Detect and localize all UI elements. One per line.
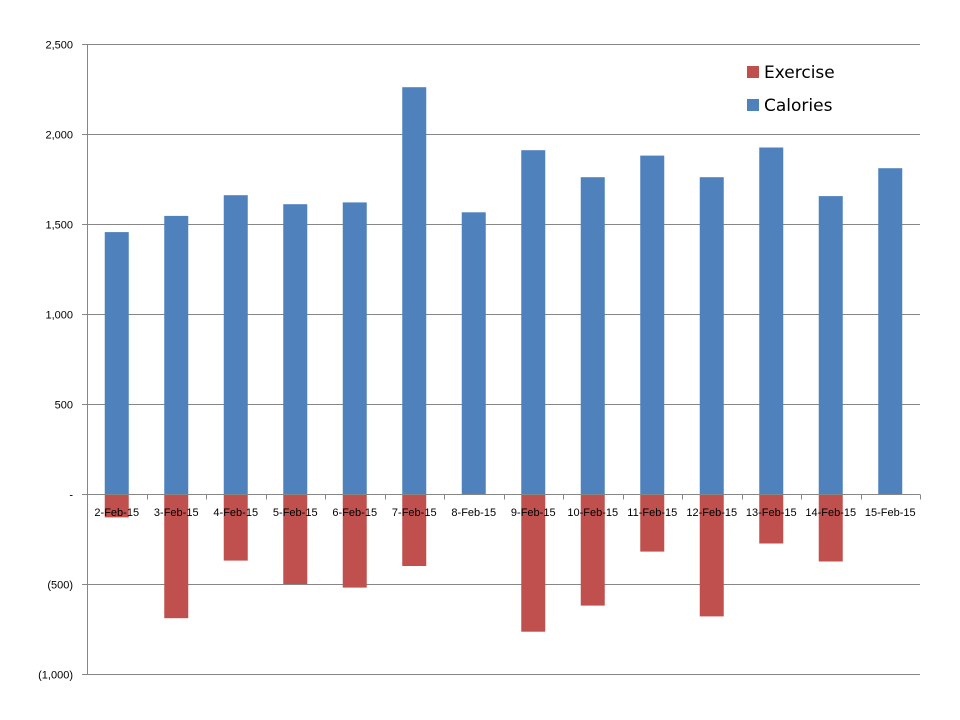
bar-exercise — [283, 494, 308, 584]
x-tick-label: 3-Feb-15 — [154, 507, 199, 519]
bar-calories — [699, 177, 724, 494]
bar-exercise — [580, 494, 605, 606]
bars — [104, 87, 903, 632]
legend-swatch-calories — [747, 99, 759, 111]
x-tick-label: 13-Feb-15 — [746, 507, 797, 519]
bar-calories — [164, 215, 189, 494]
bar-exercise — [223, 494, 248, 561]
bar-calories — [283, 204, 308, 494]
y-axis-tick-labels: 2,500 2,000 1,500 1,000 500 - (500) (1,000) — [38, 40, 73, 682]
legend-label-calories: Calories — [764, 96, 833, 116]
bar-exercise — [402, 494, 427, 566]
x-axis-tick-labels: 2-Feb-15 3-Feb-15 4-Feb-15 5-Feb-15 6-Feb-15… — [94, 507, 915, 519]
bar-exercise — [759, 494, 784, 544]
bar-calories — [104, 232, 129, 494]
bar-calories — [402, 87, 427, 494]
x-tick-label: 6-Feb-15 — [332, 507, 377, 519]
y-tick-label: 1,500 — [45, 220, 73, 232]
y-tick-label: (1,000) — [38, 670, 73, 682]
legend: Exercise Calories — [747, 63, 835, 116]
x-tick-label: 4-Feb-15 — [213, 507, 258, 519]
bar-calories — [580, 177, 605, 494]
bar-calories — [521, 150, 546, 494]
bar-exercise — [104, 494, 129, 518]
x-tick-label: 7-Feb-15 — [392, 507, 437, 519]
bar-exercise — [699, 494, 724, 617]
bar-exercise — [521, 494, 546, 632]
x-tick-label: 5-Feb-15 — [273, 507, 318, 519]
axes — [82, 44, 921, 675]
bar-calories — [878, 168, 903, 494]
y-tick-label: (500) — [47, 580, 73, 592]
y-tick-label: 2,500 — [45, 40, 73, 52]
y-tick-label: 2,000 — [45, 130, 73, 142]
bar-calories — [342, 202, 367, 494]
bar-exercise — [342, 494, 367, 588]
y-tick-label: - — [69, 490, 73, 502]
bar-calories — [223, 195, 248, 494]
x-tick-label: 10-Feb-15 — [567, 507, 618, 519]
bar-exercise — [164, 494, 189, 619]
x-tick-label: 15-Feb-15 — [865, 507, 916, 519]
bar-calories — [461, 212, 486, 495]
x-tick-label: 11-Feb-15 — [627, 507, 677, 519]
gridlines — [87, 44, 920, 675]
x-tick-label: 8-Feb-15 — [451, 507, 496, 519]
x-tick-label: 12-Feb-15 — [686, 507, 737, 519]
legend-swatch-exercise — [747, 66, 759, 78]
x-tick-label: 2-Feb-15 — [94, 507, 139, 519]
bar-calories — [818, 196, 843, 494]
y-tick-label: 500 — [55, 400, 73, 412]
legend-label-exercise: Exercise — [764, 63, 835, 83]
x-tick-label: 14-Feb-15 — [805, 507, 856, 519]
bar-calories — [759, 147, 784, 494]
y-tick-label: 1,000 — [45, 310, 73, 322]
bar-exercise — [640, 494, 665, 552]
bar-calories — [640, 155, 665, 494]
bar-exercise — [818, 494, 843, 562]
x-tick-label: 9-Feb-15 — [511, 507, 556, 519]
